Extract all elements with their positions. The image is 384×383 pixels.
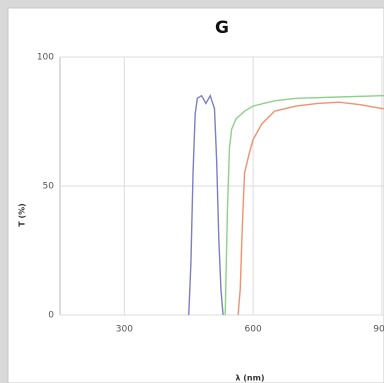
series-line [224,95,384,316]
y-tick-label: 50 [43,182,55,192]
x-tick-label: 900 [373,325,384,335]
y-axis-label: T (%) [18,203,27,227]
y-tick-label: 0 [48,311,54,321]
y-tick-label: 100 [37,53,54,63]
x-tick-label: 600 [245,325,262,335]
x-tick-label: 300 [116,325,133,335]
chart-title: G [215,18,229,38]
series-line [237,101,384,316]
series-line [188,93,224,316]
x-axis-label: λ (nm) [235,374,264,383]
panel [7,7,384,383]
